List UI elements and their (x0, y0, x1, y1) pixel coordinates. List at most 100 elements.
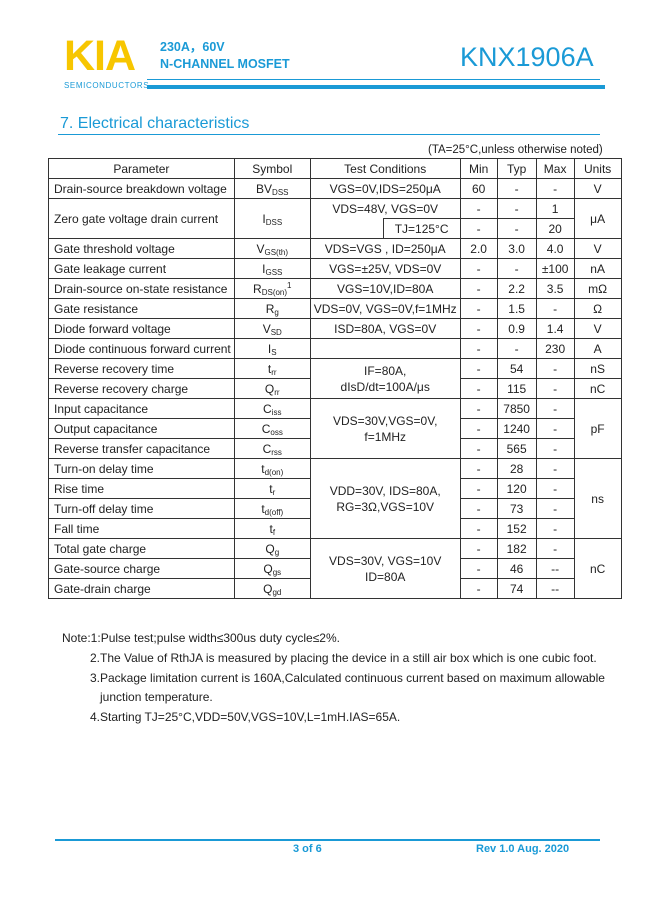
test-condition-cell: IF=80A, dIsD/dt=100A/μs (309, 358, 461, 399)
symbol-subscript: GSS (265, 267, 283, 277)
min-cell: - (459, 578, 498, 599)
table-row: Gate threshold voltage VGS(th) VDS=VGS , I… (48, 238, 622, 259)
symbol-cell: BVDSS (233, 178, 311, 199)
symbol-base: C (261, 421, 271, 436)
min-cell: - (459, 478, 498, 499)
column-header: Typ (496, 158, 537, 179)
symbol-base: BV (256, 181, 273, 196)
symbol-subscript: r (272, 487, 276, 497)
test-condition-line: VGS=±25V, VDS=0V (329, 261, 442, 276)
symbol-cell: IDSS (233, 198, 311, 239)
note-3-cont: junction temperature. (100, 690, 213, 704)
symbol-subscript: DSS (265, 217, 283, 227)
min-cell: - (459, 198, 498, 219)
symbol-base: Q (264, 381, 275, 396)
parameter-cell: Reverse transfer capacitance (48, 438, 235, 459)
table-row: Turn-on delay time td(on) VDD=30V, IDS=80A… (48, 458, 622, 539)
typ-cell: - (496, 218, 537, 239)
table-row: Turn-off delay time td(off) -73- (48, 498, 622, 519)
min-cell: - (459, 538, 498, 559)
symbol-base: C (263, 401, 272, 416)
symbol-base: Q (263, 561, 273, 576)
symbol-cell: trr (233, 358, 311, 379)
parameter-cell: Gate-source charge (48, 558, 235, 579)
parameter-cell: Gate leakage current (48, 258, 235, 279)
symbol-subscript: gd (272, 587, 282, 597)
max-cell: 4.0 (535, 238, 575, 259)
max-cell: 20 (535, 218, 575, 239)
max-cell: - (535, 298, 575, 319)
revision: Rev 1.0 Aug. 2020 (476, 843, 570, 855)
max-cell: - (535, 398, 575, 419)
parameter-cell: Diode continuous forward current (48, 338, 235, 359)
symbol-subscript: gs (272, 567, 282, 577)
typ-cell: 28 (496, 458, 537, 479)
test-condition-line: VDD=30V, IDS=80A, (329, 483, 441, 498)
test-condition-line: VDS=30V,VGS=0V, (332, 413, 438, 428)
parameter-cell: Diode forward voltage (48, 318, 235, 339)
symbol-subscript: DSS (272, 187, 289, 197)
test-condition-line: VGS=10V,ID=80A (337, 281, 434, 296)
max-cell: - (535, 358, 575, 379)
max-cell: - (535, 518, 575, 539)
table-row: Total gate charge Qg VDS=30V, VGS=10V ID=80… (48, 538, 622, 599)
min-cell: - (459, 278, 498, 299)
min-cell: 60 (459, 178, 498, 199)
device-type: N-CHANNEL MOSFET (160, 57, 290, 71)
parameter-cell: Turn-off delay time (48, 498, 235, 519)
test-condition-cell: VGS=±25V, VDS=0V (309, 258, 461, 279)
symbol-base: R (265, 301, 275, 316)
symbol-subscript: rr (274, 387, 280, 397)
symbol-subscript: DS(on) (261, 287, 288, 297)
note-3: 3.Package limitation current is 160A,Cal… (90, 671, 605, 685)
symbol-subscript: d(on) (264, 467, 284, 477)
typ-cell: 1240 (496, 418, 537, 439)
typ-cell: 2.2 (496, 278, 537, 299)
test-condition-cell: VDS=VGS , ID=250μA (309, 238, 461, 259)
note-1: Note:1:Pulse test;pulse width≤300us duty… (62, 631, 340, 645)
symbol-cell: VSD (233, 318, 311, 339)
table-row: Fall time tf -152- (48, 518, 622, 539)
test-condition-line: ID=80A (365, 569, 406, 584)
note-2: 2.The Value of RthJA is measured by plac… (90, 651, 597, 665)
max-cell: 3.5 (535, 278, 575, 299)
symbol-base: t (261, 501, 265, 516)
symbol-cell: Qgs (233, 558, 311, 579)
table-row: Drain-source on-state resistance RDS(on)1… (48, 278, 622, 299)
unit-cell: A (573, 338, 622, 359)
typ-cell: 54 (496, 358, 537, 379)
min-cell: - (459, 518, 498, 539)
unit-cell: Ω (573, 298, 622, 319)
symbol-base: R (253, 281, 262, 296)
table-condition-note: (TA=25°C,unless otherwise noted) (428, 144, 603, 156)
min-cell: - (459, 298, 498, 319)
column-header: Parameter (48, 158, 235, 179)
parameter-cell: Rise time (48, 478, 235, 499)
column-header: Max (535, 158, 575, 179)
test-condition-blank (309, 218, 384, 239)
test-condition-line: f=1MHz (364, 429, 407, 444)
typ-cell: 115 (496, 378, 537, 399)
symbol-subscript: rss (271, 447, 282, 457)
max-cell: - (535, 478, 575, 499)
symbol-cell: td(on) (233, 458, 311, 479)
note-4: 4.Starting TJ=25°C,VDD=50V,VGS=10V,L=1mH… (90, 710, 401, 724)
typ-cell: - (496, 198, 537, 219)
table-row: Gate-drain charge Qgd -74 -- (48, 578, 622, 599)
parameter-cell: Gate-drain charge (48, 578, 235, 599)
symbol-subscript: oss (270, 427, 283, 437)
typ-cell: 1.5 (496, 298, 537, 319)
symbol-cell: Coss (233, 418, 311, 439)
typ-cell: 565 (496, 438, 537, 459)
symbol-superscript: 1 (287, 280, 292, 290)
min-cell: - (459, 418, 498, 439)
table-row: Gate leakage current IGSS VGS=±25V, VDS=0V… (48, 258, 622, 279)
symbol-base: t (261, 461, 265, 476)
table-row: Drain-source breakdown voltage BVDSS VGS=0… (48, 178, 622, 199)
max-cell: -- (535, 558, 575, 579)
typ-cell: 3.0 (496, 238, 537, 259)
symbol-base: V (262, 321, 271, 336)
min-cell: - (459, 558, 498, 579)
parameter-cell: Drain-source breakdown voltage (48, 178, 235, 199)
